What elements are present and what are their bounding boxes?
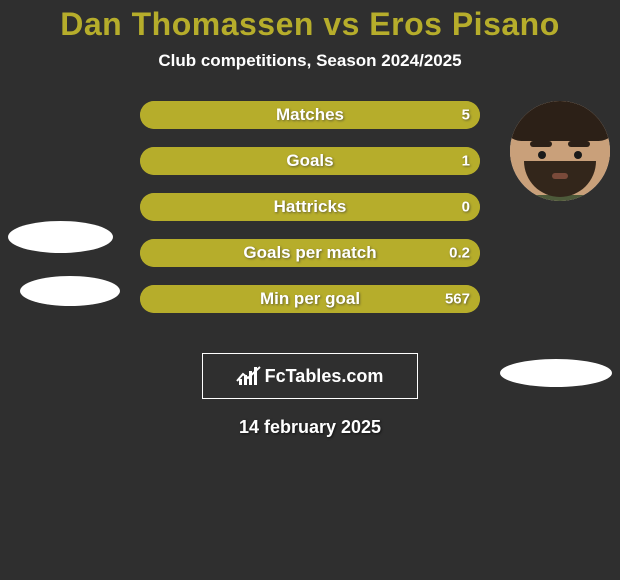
- footer-date: 14 february 2025: [0, 417, 620, 438]
- stat-bar: Min per goal567: [140, 285, 480, 313]
- page-title: Dan Thomassen vs Eros Pisano: [0, 0, 620, 43]
- player-right-column: [500, 101, 620, 201]
- chart-icon: [237, 367, 259, 385]
- decor-ellipse: [8, 221, 113, 253]
- player-right-avatar: [510, 101, 610, 201]
- branding-text: FcTables.com: [265, 366, 384, 387]
- stat-bar: Goals1: [140, 147, 480, 175]
- stat-bar: Matches5: [140, 101, 480, 129]
- page-subtitle: Club competitions, Season 2024/2025: [0, 51, 620, 71]
- stat-bars: Matches5 Goals1 Hattricks0 Goals per match0…: [140, 101, 480, 313]
- avatar-face-icon: [510, 101, 610, 201]
- decor-ellipse: [20, 276, 120, 306]
- stat-bar: Hattricks0: [140, 193, 480, 221]
- stat-bar: Goals per match0.2: [140, 239, 480, 267]
- decor-ellipse: [500, 359, 612, 387]
- branding-box[interactable]: FcTables.com: [202, 353, 418, 399]
- stats-area: Matches5 Goals1 Hattricks0 Goals per match0…: [0, 101, 620, 331]
